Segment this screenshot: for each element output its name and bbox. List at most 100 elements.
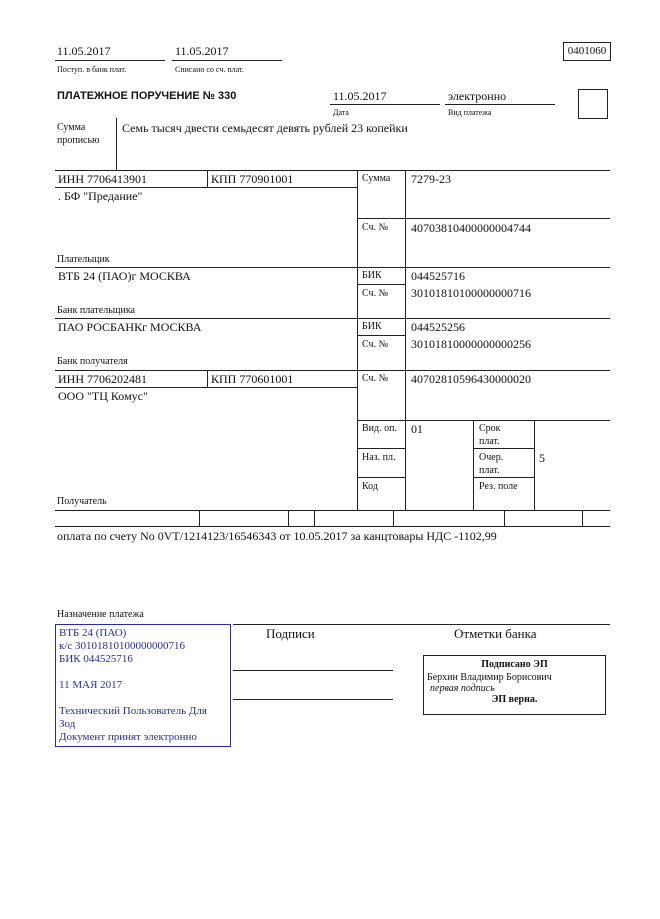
recipient-inn: ИНН 7706202481 [58, 372, 147, 386]
recipient-bank-name: ПАО РОСБАНКг МОСКВА [58, 320, 202, 334]
payer-bank-account: 30101810100000000716 [411, 286, 531, 300]
stamp-line: к/с 30101810100000000716 [59, 640, 186, 652]
label: плат. [479, 436, 500, 447]
divider [207, 370, 208, 387]
recipient-account-label: Сч. № [362, 373, 389, 384]
payer-bank-account-label: Сч. № [362, 288, 389, 299]
divider [55, 526, 610, 527]
divider [393, 510, 394, 526]
divider [116, 118, 117, 170]
divider [172, 60, 282, 61]
recipient-name: ООО "ТЦ Комус" [58, 389, 148, 403]
sum-label: Сумма [362, 173, 391, 184]
signature-line [233, 699, 393, 700]
label: Очер. [479, 452, 504, 463]
recipient-kpp: КПП 770601001 [211, 372, 294, 386]
purpose-label: Назначение платежа [57, 609, 144, 620]
debited-date: 11.05.2017 [175, 44, 229, 58]
e-signature-title: Подписано ЭП [481, 659, 548, 670]
op-type: 01 [411, 422, 423, 436]
amount-words: Семь тысяч двести семьдесят девять рубле… [122, 121, 408, 135]
page-title: ПЛАТЕЖНОЕ ПОРУЧЕНИЕ № 330 [57, 90, 237, 102]
divider [357, 170, 358, 510]
payer-bik: 044525716 [411, 269, 465, 283]
received-label: Поступ. в банк плат. [57, 65, 127, 74]
stamp-line: 11 МАЯ 2017 [59, 679, 123, 691]
divider [357, 284, 405, 285]
divider [288, 510, 289, 526]
divider [473, 420, 474, 510]
divider [199, 510, 200, 526]
divider [55, 60, 165, 61]
recipient-bik: 044525256 [411, 320, 465, 334]
payer-label: Плательщик [57, 254, 110, 265]
e-signature-status: ЭП верна. [491, 694, 538, 705]
priority-value: 5 [539, 451, 545, 465]
payer-bank-name: ВТБ 24 (ПАО)г МОСКВА [58, 269, 191, 283]
stamp-line [59, 666, 227, 679]
divider [357, 448, 405, 449]
payer-account-label: Сч. № [362, 222, 389, 233]
date-label: Дата [333, 108, 349, 117]
recipient-bank-account: 30101810000000000256 [411, 337, 531, 351]
divider [582, 510, 583, 526]
divider [207, 170, 208, 187]
divider [504, 510, 505, 526]
recipient-bank-account-label: Сч. № [362, 339, 389, 350]
divider [233, 624, 610, 625]
divider [445, 104, 555, 105]
divider [357, 420, 610, 421]
recipient-bank-label: Банк получателя [57, 356, 128, 367]
divider [473, 477, 534, 478]
status-box [578, 89, 608, 119]
divider [55, 170, 610, 171]
divider [55, 387, 357, 388]
reserved-label: Рез. поле [479, 481, 518, 492]
label: прописью [57, 135, 100, 146]
divider [357, 218, 610, 219]
divider [534, 420, 535, 510]
payment-type-label: Вид платежа [448, 108, 492, 117]
amount-words-label: Сумма прописью [57, 121, 100, 147]
stamp-line: ВТБ 24 (ПАО) [59, 627, 127, 639]
payer-bik-label: БИК [362, 270, 382, 281]
divider [405, 170, 406, 510]
payer-bank-label: Банк плательщика [57, 305, 135, 316]
label: Срок [479, 423, 501, 434]
recipient-bik-label: БИК [362, 321, 382, 332]
stamp-line: Технический Пользователь Для [59, 705, 207, 717]
divider [55, 370, 610, 371]
divider [314, 510, 315, 526]
divider [357, 477, 405, 478]
stamp-line: БИК 044525716 [59, 653, 133, 665]
payment-purpose: оплата по счету No 0VT/1214123/16546343 … [57, 529, 497, 543]
divider [55, 318, 610, 319]
code-label: Код [362, 481, 378, 492]
payer-inn: ИНН 7706413901 [58, 172, 147, 186]
divider [473, 448, 534, 449]
label: Сумма [57, 122, 86, 133]
op-type-label: Вид. оп. [362, 423, 397, 434]
e-signature-role: первая подпись [430, 683, 495, 694]
form-code: 0401060 [563, 42, 611, 61]
recipient-account: 40702810596430000020 [411, 372, 531, 386]
term-label: Срок плат. [479, 422, 501, 448]
payer-kpp: КПП 770901001 [211, 172, 294, 186]
payment-type: электронно [448, 89, 507, 103]
debited-label: Списано со сч. плат. [175, 65, 244, 74]
stamp-line: Документ принят электронно [59, 731, 197, 743]
signatures-label: Подписи [266, 626, 315, 641]
divider [330, 104, 440, 105]
e-signature-signer: Берхин Владимир Борисович [427, 672, 552, 683]
purpose-code-label: Наз. пл. [362, 452, 396, 463]
payer-account: 40703810400000004744 [411, 221, 531, 235]
divider [55, 510, 610, 511]
label: плат. [479, 465, 500, 476]
signature-line [233, 670, 393, 671]
divider [55, 267, 610, 268]
stamp-line [59, 692, 227, 705]
divider [357, 335, 405, 336]
recipient-label: Получатель [57, 496, 107, 507]
bank-stamp: ВТБ 24 (ПАО) к/с 30101810100000000716 БИ… [55, 624, 231, 747]
divider [55, 187, 357, 188]
